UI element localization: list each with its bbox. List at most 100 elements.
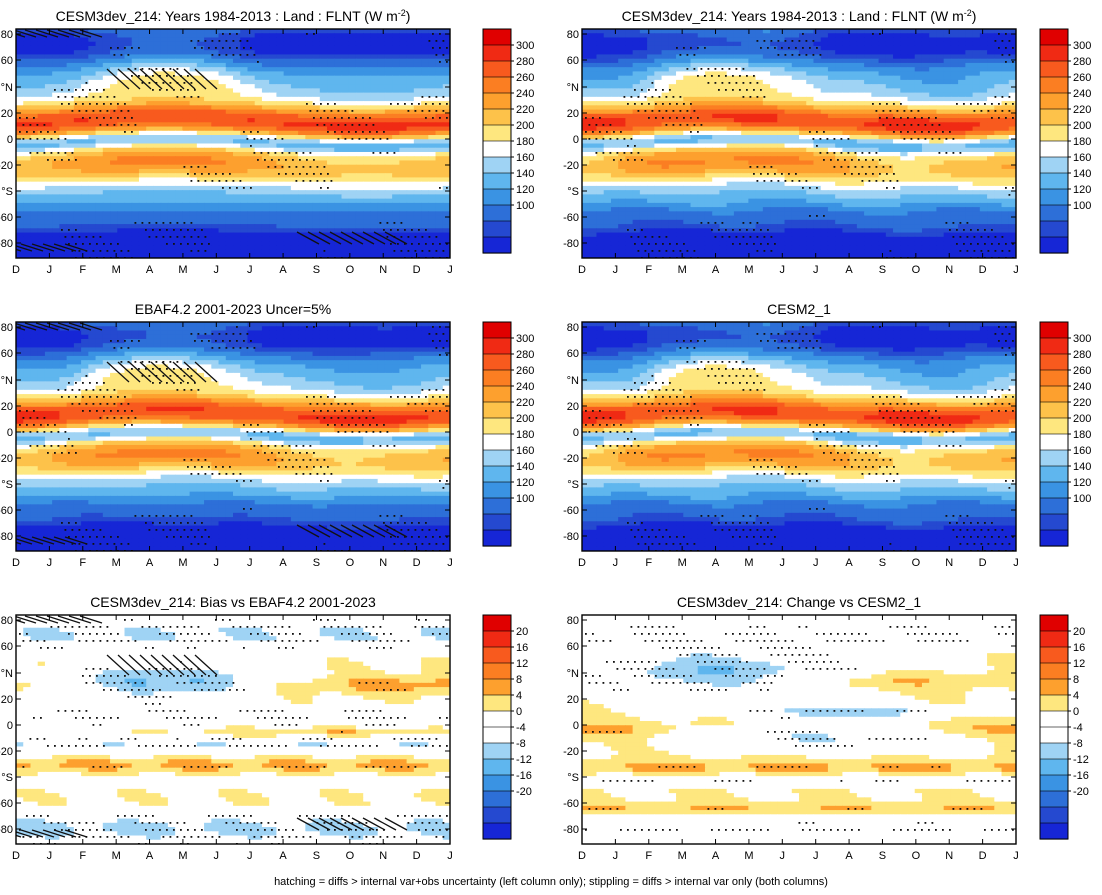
stipple-dot <box>320 187 322 189</box>
heatmap-cell <box>893 71 901 77</box>
heatmap-cell <box>929 50 938 56</box>
heatmap-cell <box>835 50 843 56</box>
heatmap-cell <box>261 228 270 234</box>
heatmap-cell <box>618 109 626 115</box>
heatmap-cell <box>842 67 851 73</box>
heatmap-cell <box>247 160 256 166</box>
heatmap-cell <box>618 71 626 77</box>
heatmap-cell <box>327 151 335 157</box>
heatmap-cell <box>319 126 328 132</box>
heatmap-cell <box>312 164 321 170</box>
heatmap-cell <box>355 62 364 68</box>
stipple-dot <box>211 40 214 42</box>
heatmap-cell <box>37 185 46 191</box>
stipple-dot <box>68 159 70 161</box>
heatmap-cell <box>842 37 851 43</box>
heatmap-cell <box>341 109 350 115</box>
heatmap-cell <box>979 84 988 89</box>
heatmap-cell <box>261 130 270 136</box>
heatmap-cell <box>319 37 328 43</box>
heatmap-cell <box>66 207 75 212</box>
heatmap-cell <box>965 58 974 64</box>
heatmap-cell <box>355 160 364 166</box>
heatmap-cell <box>827 79 836 85</box>
heatmap-cell <box>384 164 393 170</box>
heatmap-cell <box>131 241 140 246</box>
heatmap-cell <box>30 50 39 56</box>
stipple-dot <box>253 138 256 140</box>
heatmap-cell <box>370 202 379 208</box>
heatmap-cell <box>363 253 372 258</box>
heatmap-cell <box>690 58 699 64</box>
heatmap-cell <box>269 245 277 251</box>
heatmap-cell <box>102 160 111 166</box>
heatmap-cell <box>131 207 140 212</box>
heatmap-cell <box>124 177 133 183</box>
heatmap-cell <box>965 50 974 56</box>
hatch-line <box>384 231 408 245</box>
heatmap-cell <box>254 29 263 34</box>
stipple-dot <box>110 47 112 49</box>
stipple-dot <box>404 243 406 245</box>
heatmap-cell <box>936 62 945 68</box>
heatmap-cell <box>146 207 155 212</box>
heatmap-cell <box>305 41 314 47</box>
heatmap-cell <box>647 71 655 77</box>
heatmap-cell <box>23 156 32 162</box>
heatmap-cell <box>582 41 590 47</box>
heatmap-cell <box>254 185 263 191</box>
heatmap-cell <box>856 29 865 34</box>
stipple-dot <box>250 131 252 133</box>
stipple-dot <box>323 180 326 182</box>
heatmap-cell <box>254 33 263 39</box>
heatmap-cell <box>936 67 945 73</box>
heatmap-cell <box>261 88 270 94</box>
heatmap-cell <box>777 33 786 39</box>
heatmap-cell <box>95 181 104 187</box>
stipple-dot <box>96 243 98 245</box>
heatmap-cell <box>269 160 277 166</box>
heatmap-cell <box>733 37 742 43</box>
heatmap-cell <box>16 215 24 221</box>
heatmap-cell <box>929 58 938 64</box>
heatmap-cell <box>88 211 97 217</box>
heatmap-cell <box>182 173 191 179</box>
heatmap-cell <box>138 126 147 132</box>
heatmap-cell <box>312 45 321 51</box>
stipple-dot <box>22 138 25 140</box>
heatmap-cell <box>95 45 104 51</box>
heatmap-cell <box>618 79 626 85</box>
heatmap-cell <box>741 33 749 39</box>
heatmap-cell <box>319 71 328 77</box>
heatmap-cell <box>66 160 75 166</box>
heatmap-cell <box>610 105 619 111</box>
heatmap-cell <box>160 126 169 132</box>
heatmap-cell <box>247 113 256 119</box>
heatmap-cell <box>175 207 183 212</box>
heatmap-cell <box>233 156 241 162</box>
stipple-dot <box>421 110 424 112</box>
heatmap-cell <box>334 62 343 68</box>
heatmap-cell <box>102 198 111 204</box>
heatmap-cell <box>102 164 111 170</box>
heatmap-cell <box>654 37 663 43</box>
heatmap-cell <box>233 113 241 119</box>
heatmap-cell <box>283 33 292 39</box>
x-tick-label: J <box>247 264 253 276</box>
heatmap-cell <box>138 236 147 242</box>
heatmap-cell <box>428 224 437 229</box>
heatmap-cell <box>428 29 437 34</box>
heatmap-cell <box>625 41 634 47</box>
heatmap-cell <box>153 122 162 128</box>
heatmap-cell <box>363 202 372 208</box>
heatmap-cell <box>196 198 205 204</box>
heatmap-cell <box>1008 75 1016 81</box>
heatmap-cell <box>16 105 24 111</box>
heatmap-cell <box>261 245 270 251</box>
stipple-dot <box>152 89 154 91</box>
heatmap-cell <box>153 151 162 157</box>
heatmap-cell <box>958 58 966 64</box>
heatmap-cell <box>355 84 364 89</box>
heatmap-cell <box>102 101 111 106</box>
heatmap-cell <box>348 79 357 85</box>
